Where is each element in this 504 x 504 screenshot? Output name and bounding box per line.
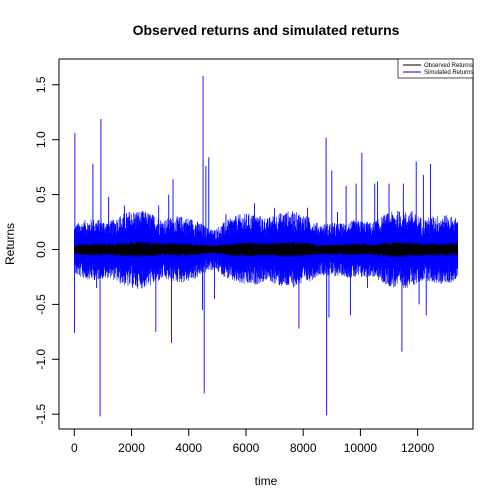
y-tick-label: 1.0: [34, 131, 48, 148]
x-tick-label: 8000: [290, 441, 317, 455]
x-tick-label: 6000: [233, 441, 260, 455]
x-tick-label: 12000: [401, 441, 435, 455]
legend-box: [397, 58, 474, 79]
x-tick-label: 0: [71, 441, 78, 455]
x-tick-label: 4000: [175, 441, 202, 455]
x-tick-label: 2000: [118, 441, 145, 455]
y-tick-label: -1.0: [34, 349, 48, 370]
x-tick-label: 10000: [344, 441, 378, 455]
series-line-0: [74, 241, 459, 258]
x-axis-label: time: [255, 474, 278, 488]
y-tick-label: -1.5: [34, 404, 48, 425]
legend-label: Simulated Returns: [424, 70, 473, 76]
y-axis: -1.5 -1.0 -0.5 0.0 0.5 1.0 1.5: [34, 76, 60, 425]
series-layer: [74, 76, 459, 417]
x-axis: 0 2000 4000 6000 8000 10000 12000: [71, 428, 435, 455]
y-tick-label: 1.5: [34, 76, 48, 93]
chart-title: Observed returns and simulated returns: [133, 22, 400, 38]
y-tick-label: 0.0: [34, 241, 48, 258]
y-tick-label: 0.5: [34, 186, 48, 203]
y-tick-label: -0.5: [34, 294, 48, 315]
y-axis-label: Returns: [3, 223, 17, 265]
legend-label: Observed Returns: [424, 63, 473, 69]
